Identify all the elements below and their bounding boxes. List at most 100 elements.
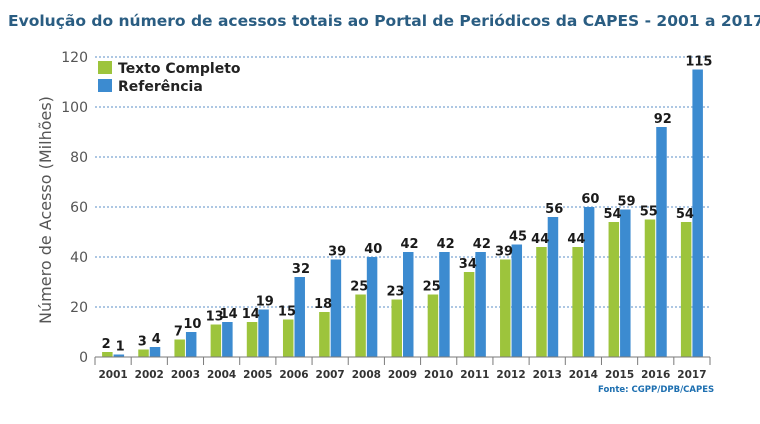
bar-texto-completo — [102, 352, 113, 357]
data-label: 4 — [152, 332, 161, 347]
x-tick-label: 2001 — [98, 369, 127, 381]
data-label: 92 — [654, 112, 672, 127]
x-tick-label: 2016 — [641, 369, 670, 381]
bar-referencia — [294, 277, 305, 357]
data-label: 14 — [242, 307, 260, 322]
bar-referencia — [439, 252, 450, 357]
bar-texto-completo — [463, 272, 475, 357]
bar-texto-completo — [319, 312, 330, 357]
bar-referencia — [511, 244, 523, 357]
data-label: 115 — [685, 55, 712, 70]
legend-label-referencia: Referência — [118, 79, 203, 95]
bar-referencia — [620, 209, 631, 357]
legend: Texto Completo Referência — [98, 61, 241, 95]
bar-texto-completo — [608, 222, 620, 357]
bar-referencia — [403, 252, 414, 357]
data-label: 25 — [350, 280, 368, 295]
bar-texto-completo — [174, 339, 185, 357]
y-axis-ticks: 0 20 40 60 80 100 120 — [61, 50, 88, 366]
data-label: 18 — [314, 297, 332, 312]
y-tick-label: 20 — [70, 300, 88, 316]
data-label: 32 — [292, 262, 310, 277]
x-tick-label: 2005 — [243, 369, 272, 381]
x-tick-label: 2017 — [677, 369, 706, 381]
x-tick-label: 2015 — [605, 369, 634, 381]
y-tick-label: 80 — [70, 150, 88, 166]
bar-referencia — [475, 252, 486, 357]
legend-swatch-texto-completo — [98, 61, 112, 74]
y-tick-label: 120 — [61, 50, 88, 66]
bar-texto-completo — [644, 219, 656, 357]
data-label: 39 — [328, 245, 346, 260]
y-tick-label: 60 — [70, 200, 88, 216]
bar-texto-completo — [680, 222, 692, 357]
data-label: 45 — [509, 230, 527, 245]
data-label: 23 — [386, 285, 404, 300]
data-label: 42 — [400, 237, 418, 252]
bar-referencia — [583, 207, 595, 357]
data-label: 54 — [676, 207, 694, 222]
bar-texto-completo — [500, 259, 511, 357]
source-note: Fonte: CGPP/DPB/CAPES — [598, 385, 715, 395]
data-label: 44 — [567, 232, 585, 247]
data-label: 54 — [604, 207, 622, 222]
bar-referencia — [692, 69, 703, 357]
data-label: 7 — [174, 325, 183, 340]
x-tick-label: 2009 — [388, 369, 417, 381]
bar-texto-completo — [355, 294, 366, 357]
bar-referencia — [366, 257, 378, 357]
x-tick-label: 2004 — [207, 369, 236, 381]
data-label: 39 — [495, 245, 513, 260]
bar-texto-completo — [427, 294, 439, 357]
bar-referencia — [258, 309, 269, 357]
data-label: 13 — [206, 310, 224, 325]
data-label: 25 — [423, 280, 441, 295]
bar-referencia — [330, 259, 342, 357]
bar-texto-completo — [391, 299, 402, 357]
x-tick-label: 2003 — [171, 369, 200, 381]
bars — [102, 69, 703, 357]
data-label: 34 — [459, 257, 477, 272]
x-tick-label: 2013 — [533, 369, 562, 381]
bar-referencia — [113, 354, 125, 357]
data-label: 59 — [618, 195, 636, 210]
bar-texto-completo — [246, 322, 258, 357]
y-tick-label: 0 — [79, 350, 88, 366]
bar-texto-completo — [536, 247, 547, 357]
data-label: 56 — [545, 202, 563, 217]
x-tick-label: 2007 — [316, 369, 345, 381]
gridlines — [95, 56, 710, 308]
x-tick-label: 2008 — [352, 369, 381, 381]
data-label: 60 — [581, 192, 599, 207]
bar-referencia — [547, 217, 559, 357]
data-label: 2 — [102, 337, 111, 352]
data-label: 42 — [437, 237, 455, 252]
data-label: 10 — [183, 317, 201, 332]
x-axis: 2001 2002 2003 2004 2005 2006 2007 2008 2009 2010… — [94, 356, 711, 381]
x-tick-label: 2010 — [424, 369, 453, 381]
bar-texto-completo — [210, 324, 222, 357]
data-label: 15 — [278, 305, 296, 320]
x-tick-label: 2014 — [569, 369, 598, 381]
x-tick-label: 2012 — [496, 369, 525, 381]
data-label: 1 — [116, 340, 125, 355]
bar-texto-completo — [282, 319, 294, 357]
y-tick-label: 40 — [70, 250, 88, 266]
x-tick-label: 2011 — [460, 369, 489, 381]
data-label: 44 — [531, 232, 549, 247]
chart-title: Evolução do número de acessos totais ao … — [8, 12, 760, 30]
y-axis-label: Número de Acesso (Milhões) — [36, 96, 55, 324]
bar-referencia — [185, 332, 197, 357]
data-label: 3 — [138, 335, 147, 350]
legend-swatch-referencia — [98, 79, 112, 92]
bar-referencia — [656, 127, 667, 357]
y-tick-label: 100 — [61, 100, 88, 116]
bar-texto-completo — [138, 349, 149, 357]
x-tick-label: 2002 — [135, 369, 164, 381]
data-label: 55 — [640, 205, 658, 220]
data-label: 19 — [256, 295, 274, 310]
bar-texto-completo — [572, 247, 583, 357]
data-label: 40 — [364, 242, 382, 257]
